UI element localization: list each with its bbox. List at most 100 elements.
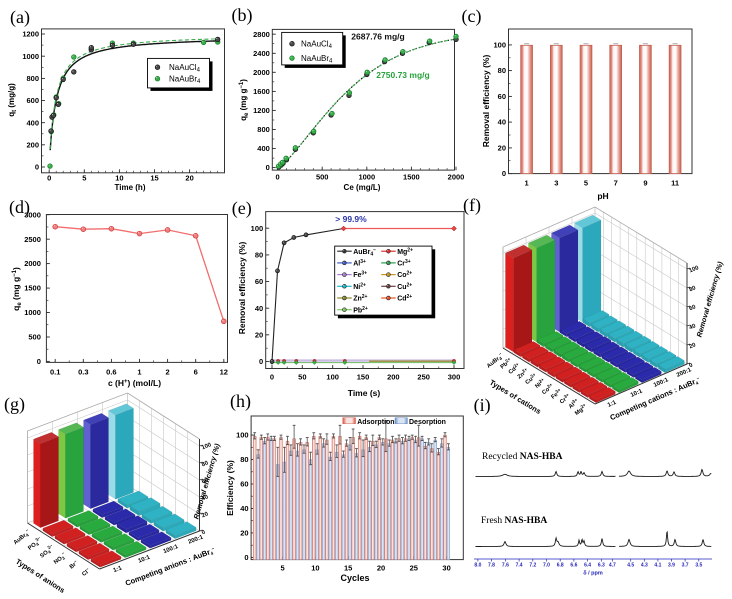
svg-text:Cu2+: Cu2+ [397, 282, 412, 291]
svg-text:Cd2+: Cd2+ [397, 294, 412, 303]
svg-text:Time (h): Time (h) [115, 183, 146, 192]
svg-text:Fresh NAS-HBA: Fresh NAS-HBA [481, 516, 547, 526]
svg-text:100: 100 [326, 373, 339, 382]
svg-text:Co2+: Co2+ [397, 271, 412, 280]
svg-text:10:1: 10:1 [138, 555, 152, 565]
svg-text:200: 200 [26, 140, 39, 149]
svg-text:100: 100 [236, 431, 249, 440]
svg-text:800: 800 [26, 74, 39, 83]
svg-text:100: 100 [201, 442, 212, 451]
svg-text:2750.73 mg/g: 2750.73 mg/g [376, 70, 429, 80]
svg-text:5: 5 [82, 174, 86, 183]
svg-text:300: 300 [448, 373, 461, 382]
svg-text:0: 0 [502, 169, 506, 178]
svg-text:(a): (a) [10, 7, 30, 28]
svg-text:250: 250 [417, 373, 430, 382]
svg-text:100:1: 100:1 [163, 544, 180, 555]
svg-text:Removal efficiency (%): Removal efficiency (%) [481, 55, 491, 148]
svg-text:0: 0 [276, 173, 280, 182]
svg-text:δ / ppm: δ / ppm [583, 571, 603, 577]
svg-text:4.3: 4.3 [641, 563, 648, 569]
svg-text:4.7: 4.7 [609, 563, 616, 569]
svg-text:AuBr4−: AuBr4− [353, 247, 376, 257]
svg-text:20: 20 [377, 564, 385, 573]
svg-text:60: 60 [498, 92, 506, 101]
svg-text:Ni2+: Ni2+ [353, 282, 366, 291]
svg-text:0: 0 [47, 174, 51, 183]
svg-text:1600: 1600 [253, 87, 270, 96]
svg-text:200:1: 200:1 [188, 534, 205, 545]
svg-text:7.6: 7.6 [502, 563, 509, 569]
svg-text:0: 0 [201, 530, 206, 537]
svg-text:12: 12 [220, 368, 228, 377]
svg-text:600: 600 [26, 96, 39, 105]
svg-text:(b): (b) [232, 5, 253, 26]
svg-text:60: 60 [201, 477, 209, 485]
svg-text:11: 11 [671, 179, 679, 188]
svg-text:1200: 1200 [22, 30, 39, 39]
svg-text:10: 10 [115, 174, 123, 183]
svg-text:50: 50 [298, 373, 306, 382]
svg-text:0: 0 [244, 553, 248, 562]
svg-text:Zn2+: Zn2+ [353, 294, 367, 303]
svg-text:Desorption: Desorption [409, 419, 446, 426]
svg-text:(i): (i) [474, 395, 491, 416]
svg-text:(d): (d) [9, 197, 30, 218]
svg-text:9: 9 [643, 179, 647, 188]
svg-text:10:1: 10:1 [630, 388, 644, 399]
svg-text:2: 2 [166, 368, 170, 377]
svg-text:2000: 2000 [24, 259, 41, 268]
svg-text:Mg2+: Mg2+ [397, 247, 413, 256]
svg-text:NaAuBr4: NaAuBr4 [301, 54, 333, 65]
svg-text:0.3: 0.3 [78, 368, 88, 377]
svg-text:0: 0 [266, 163, 270, 172]
svg-text:80: 80 [689, 285, 697, 293]
svg-text:80: 80 [498, 66, 506, 75]
svg-text:c (H+) (mol/L): c (H+) (mol/L) [108, 378, 161, 388]
svg-text:(e): (e) [232, 198, 252, 219]
svg-text:400: 400 [257, 144, 270, 153]
svg-text:3.9: 3.9 [668, 563, 675, 569]
svg-text:1200: 1200 [253, 106, 270, 115]
svg-text:> 99.9%: > 99.9% [335, 214, 367, 224]
svg-text:Removal efficiency (%): Removal efficiency (%) [237, 242, 247, 335]
svg-text:1000: 1000 [24, 308, 41, 317]
svg-text:100: 100 [251, 224, 264, 233]
svg-text:20: 20 [498, 143, 506, 152]
svg-text:2000: 2000 [253, 68, 270, 77]
svg-text:2000: 2000 [448, 173, 465, 182]
svg-text:qt (mg/g): qt (mg/g) [7, 83, 18, 117]
svg-text:5: 5 [584, 179, 588, 188]
svg-text:2687.76 mg/g: 2687.76 mg/g [351, 32, 404, 42]
svg-text:80: 80 [240, 455, 248, 464]
svg-text:3.7: 3.7 [682, 563, 689, 569]
svg-text:0: 0 [259, 357, 263, 366]
svg-text:20: 20 [240, 529, 248, 538]
svg-text:20: 20 [201, 511, 209, 519]
svg-text:40: 40 [240, 504, 248, 513]
svg-text:15: 15 [344, 564, 352, 573]
svg-text:200:1: 200:1 [676, 367, 693, 379]
svg-text:5: 5 [281, 564, 285, 573]
svg-text:0.1: 0.1 [50, 368, 60, 377]
svg-text:60: 60 [255, 277, 263, 286]
svg-text:6: 6 [194, 368, 198, 377]
svg-text:500: 500 [316, 173, 329, 182]
svg-text:400: 400 [26, 118, 39, 127]
svg-text:Fe3+: Fe3+ [353, 271, 367, 280]
svg-text:20: 20 [689, 342, 697, 350]
svg-text:3: 3 [554, 179, 558, 188]
svg-text:Recycled NAS-HBA: Recycled NAS-HBA [482, 452, 563, 462]
svg-text:100: 100 [689, 265, 700, 274]
svg-text:3000: 3000 [24, 210, 41, 219]
svg-text:Cl−: Cl− [80, 566, 92, 578]
svg-text:1500: 1500 [24, 284, 41, 293]
svg-text:15: 15 [150, 174, 158, 183]
svg-text:20: 20 [255, 330, 263, 339]
svg-text:pH: pH [597, 191, 608, 201]
svg-text:4.1: 4.1 [654, 563, 661, 569]
svg-text:6.3: 6.3 [598, 563, 605, 569]
svg-text:Al3+: Al3+ [353, 259, 366, 268]
svg-text:150: 150 [357, 373, 370, 382]
svg-text:NaAuCl4: NaAuCl4 [169, 63, 201, 74]
